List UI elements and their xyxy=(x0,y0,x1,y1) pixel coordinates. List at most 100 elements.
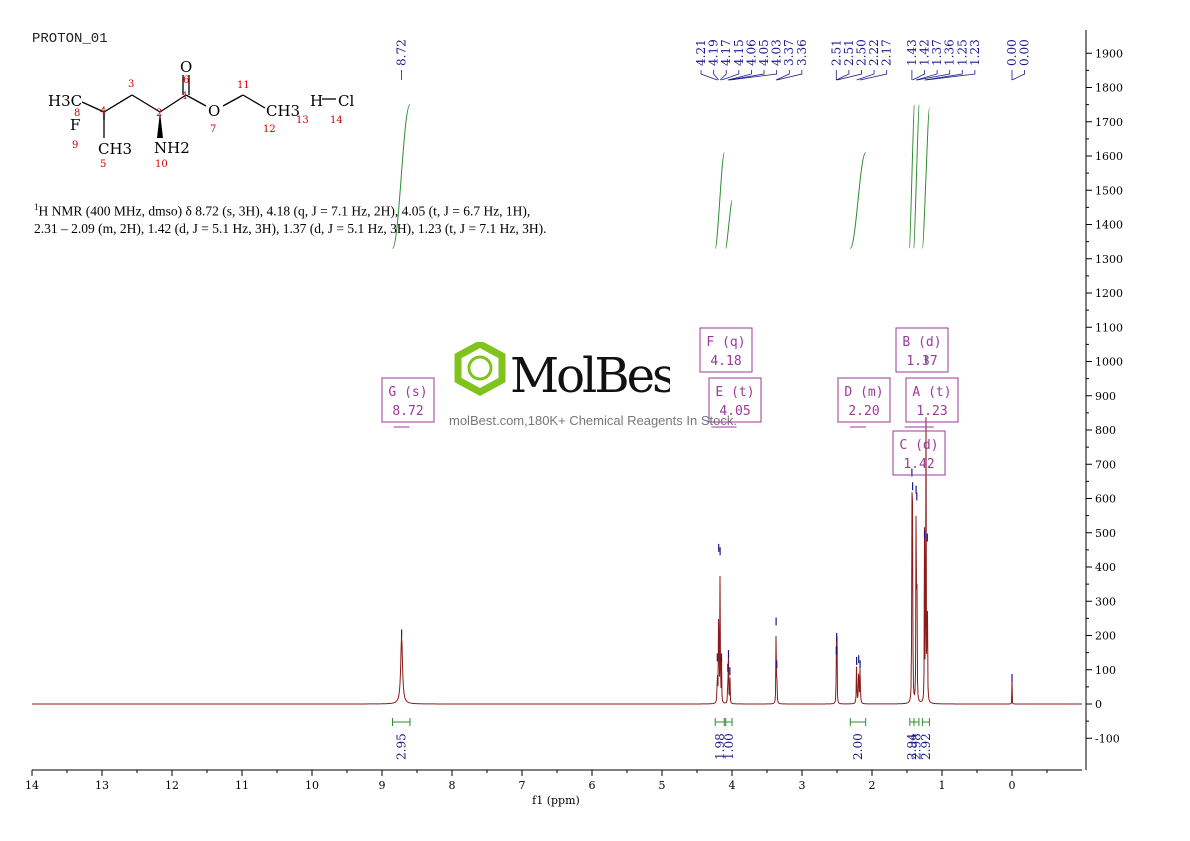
multiplet-letter: C (d) xyxy=(899,438,938,453)
atom-o-7: O xyxy=(208,102,220,120)
atom-f: F xyxy=(70,116,80,134)
x-tick-label: 7 xyxy=(519,779,526,792)
peak-label-connector xyxy=(925,70,976,81)
peak-label-connector xyxy=(915,70,938,81)
watermark-tagline: molBest.com,180K+ Chemical Reagents In S… xyxy=(449,413,737,428)
atom-number: 4 xyxy=(100,106,106,117)
peak-shift-label: 2.50 xyxy=(855,39,869,66)
multiplet-box xyxy=(837,377,891,423)
peak-shift-label: 0.00 xyxy=(1005,39,1019,66)
integral-value-label: 2.94 xyxy=(905,733,919,760)
y-tick-label: 1400 xyxy=(1095,219,1123,232)
y-tick-label: -100 xyxy=(1095,732,1120,745)
y-tick-label: 300 xyxy=(1095,595,1116,608)
multiplet-letter: F (q) xyxy=(706,335,745,350)
peak-shift-label: 1.37 xyxy=(930,39,944,66)
peak-shift-label: 1.25 xyxy=(955,39,969,66)
atom-number: 10 xyxy=(155,159,168,170)
y-tick-label: 1100 xyxy=(1095,321,1123,334)
peak-label-connector xyxy=(836,70,850,81)
atom-number: 1 xyxy=(182,91,188,102)
atom-number: 12 xyxy=(263,124,276,135)
multiplet-letter: B (d) xyxy=(902,335,941,350)
x-tick-label: 11 xyxy=(235,779,249,792)
multiplet-annotation: C (d) 1.42 xyxy=(892,426,946,476)
peak-label-connector xyxy=(719,70,727,81)
multiplet-shift: 1.42 xyxy=(903,457,934,472)
multiplet-annotation: E (t) 4.05 xyxy=(708,377,762,428)
peak-shift-label: 2.17 xyxy=(880,39,894,66)
peak-shift-label: 1.42 xyxy=(918,39,932,66)
atom-number: 11 xyxy=(237,80,250,91)
atom-number: 13 xyxy=(296,115,309,126)
peak-shift-label: 4.19 xyxy=(707,39,721,66)
atom-number: 7 xyxy=(210,124,216,135)
molecule-structure: H3C F CH3 O O NH2 CH3 H Cl 8 4 3 2 1 6 1… xyxy=(48,58,354,170)
integral-value-label: 1.98 xyxy=(713,733,727,760)
peak-shift-label: 4.03 xyxy=(770,39,784,66)
x-tick-label: 0 xyxy=(1009,779,1016,792)
y-tick-label: 200 xyxy=(1095,630,1116,643)
integral-curve xyxy=(909,104,915,249)
y-tick-label: 1800 xyxy=(1095,82,1123,95)
x-tick-label: 3 xyxy=(799,779,806,792)
y-tick-label: 1500 xyxy=(1095,184,1123,197)
multiplet-box xyxy=(895,327,949,373)
integral-curve xyxy=(392,104,411,249)
peak-label-connector xyxy=(916,70,951,81)
y-tick-label: 1900 xyxy=(1095,47,1123,60)
integral-curve xyxy=(725,200,733,249)
multiplet-box xyxy=(905,377,959,423)
multiplet-annotation: B (d) 1.37 xyxy=(895,327,949,428)
y-tick-label: 900 xyxy=(1095,390,1116,403)
peak-shift-label: 4.21 xyxy=(694,39,708,66)
y-tick-label: 0 xyxy=(1095,698,1102,711)
peak-label-connector xyxy=(727,70,752,81)
peak-shift-label: 3.37 xyxy=(782,39,796,66)
peak-label-connector xyxy=(1011,70,1025,81)
atom-h3c: H3C xyxy=(48,92,82,110)
peak-shift-label: 4.06 xyxy=(744,39,758,66)
multiplet-shift: 2.20 xyxy=(848,404,879,419)
atom-o-6: O xyxy=(180,58,192,76)
y-tick-label: 1200 xyxy=(1095,287,1123,300)
y-tick-label: 400 xyxy=(1095,561,1116,574)
x-axis-label: f1 (ppm) xyxy=(532,794,580,807)
integral-value-label: 2.00 xyxy=(851,733,865,760)
multiplet-annotation: G (s) 8.72 xyxy=(381,377,435,428)
multiplet-box xyxy=(892,430,946,476)
atom-number: 2 xyxy=(156,108,162,119)
atom-cl: Cl xyxy=(338,92,354,110)
benzene-logo-icon xyxy=(454,342,506,396)
nmr-description-line1: H NMR (400 MHz, dmso) δ 8.72 (s, 3H), 4.… xyxy=(38,203,531,219)
atom-number: 6 xyxy=(183,75,189,86)
x-tick-label: 1 xyxy=(939,779,946,792)
peak-label-connector xyxy=(836,70,862,81)
atom-ch3-12: CH3 xyxy=(266,102,300,120)
nmr-description-line2: 2.31 – 2.09 (m, 2H), 1.42 (d, J = 5.1 Hz… xyxy=(34,220,547,236)
x-tick-label: 14 xyxy=(25,779,39,792)
peak-shift-label: 2.22 xyxy=(867,39,881,66)
integral-curve xyxy=(714,152,725,249)
x-tick-label: 12 xyxy=(165,779,179,792)
integral-value-label: 2.95 xyxy=(394,733,408,760)
integral-curve xyxy=(913,104,920,249)
x-tick-label: 2 xyxy=(869,779,876,792)
multiplet-letter: E (t) xyxy=(715,385,754,400)
atom-h: H xyxy=(310,92,323,110)
peak-shift-label: 1.43 xyxy=(905,39,919,66)
peak-shift-label: 3.36 xyxy=(795,39,809,66)
nmr-superscript: 1 xyxy=(34,202,39,212)
peak-label-connector xyxy=(721,70,740,81)
x-tick-label: 10 xyxy=(305,779,319,792)
x-tick-label: 8 xyxy=(449,779,456,792)
peak-shift-label: 2.51 xyxy=(829,39,843,66)
multiplet-shift: 8.72 xyxy=(392,404,423,419)
y-tick-label: 100 xyxy=(1095,664,1116,677)
x-tick-label: 13 xyxy=(95,779,109,792)
integral-value-label: 2.92 xyxy=(919,733,933,760)
integral-value-label: 2.98 xyxy=(909,733,923,760)
peak-label-connector xyxy=(856,70,875,81)
multiplet-shift: 4.05 xyxy=(719,404,750,419)
